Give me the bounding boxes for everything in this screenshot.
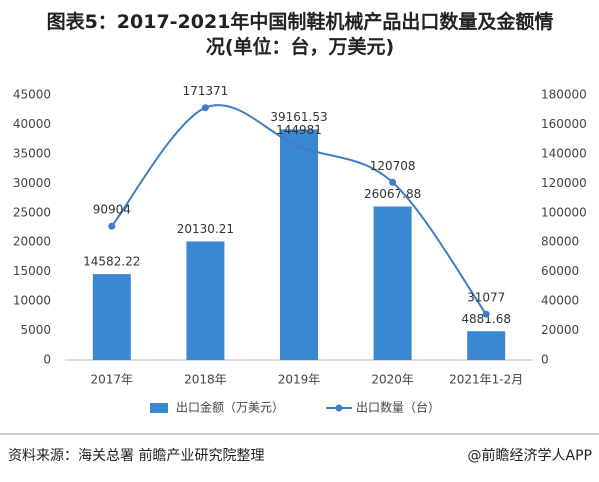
y-tick-label: 30000 (13, 176, 51, 190)
y2-tick-label: 120000 (541, 176, 587, 190)
bar-label: 14582.22 (83, 255, 140, 269)
line-marker (482, 310, 490, 318)
line-marker (389, 178, 397, 186)
y-tick-label: 5000 (20, 323, 51, 337)
bar-label: 26067.88 (364, 187, 421, 201)
y2-tick-label: 40000 (541, 294, 579, 308)
legend-swatch (150, 403, 168, 413)
line-marker (295, 143, 303, 151)
source: 资料来源：海关总署 前瞻产业研究院整理 (8, 447, 264, 464)
x-tick-label: 2018年 (184, 373, 227, 387)
bar-label: 4881.68 (461, 312, 511, 326)
line-label: 144981 (276, 123, 322, 137)
x-tick-label: 2017年 (91, 373, 134, 387)
legend-label: 出口数量（台） (356, 400, 440, 415)
y2-tick-label: 100000 (541, 205, 587, 219)
y2-tick-label: 60000 (541, 264, 579, 278)
bar (467, 331, 506, 360)
chart-title: 图表5：2017-2021年中国制鞋机械产品出口数量及金额情况(单位：台，万美元… (46, 11, 554, 58)
y-tick-label: 40000 (13, 117, 51, 131)
line-marker (108, 222, 116, 230)
bar (373, 206, 412, 360)
bar-label: 20130.21 (177, 222, 234, 236)
x-tick-label: 2020年 (371, 373, 414, 387)
legend-swatch (335, 404, 343, 412)
bar-label: 39161.53 (270, 110, 327, 124)
y2-tick-label: 140000 (541, 146, 587, 160)
y2-tick-label: 20000 (541, 323, 579, 337)
y2-tick-label: 0 (541, 353, 549, 367)
bar (186, 241, 225, 360)
line-label: 120708 (370, 159, 416, 173)
x-tick-label: 2021年1-2月 (449, 373, 523, 387)
y-tick-label: 10000 (13, 294, 51, 308)
line-marker (201, 104, 209, 112)
line-label: 90904 (93, 203, 131, 217)
y-tick-label: 45000 (13, 88, 51, 102)
y-tick-label: 0 (43, 353, 51, 367)
credit: @前瞻经济学人APP (468, 447, 592, 464)
x-tick-label: 2019年 (278, 373, 321, 387)
y2-tick-label: 180000 (541, 88, 587, 102)
line-label: 31077 (467, 291, 505, 305)
y-tick-label: 20000 (13, 235, 51, 249)
bar (92, 274, 131, 360)
y-tick-label: 35000 (13, 146, 51, 160)
y2-tick-label: 80000 (541, 235, 579, 249)
y-tick-label: 25000 (13, 205, 51, 219)
legend-label: 出口金额（万美元） (176, 400, 284, 415)
y2-tick-label: 160000 (541, 117, 587, 131)
line-label: 171371 (182, 84, 228, 98)
bar (280, 129, 318, 360)
y-tick-label: 15000 (13, 264, 51, 278)
